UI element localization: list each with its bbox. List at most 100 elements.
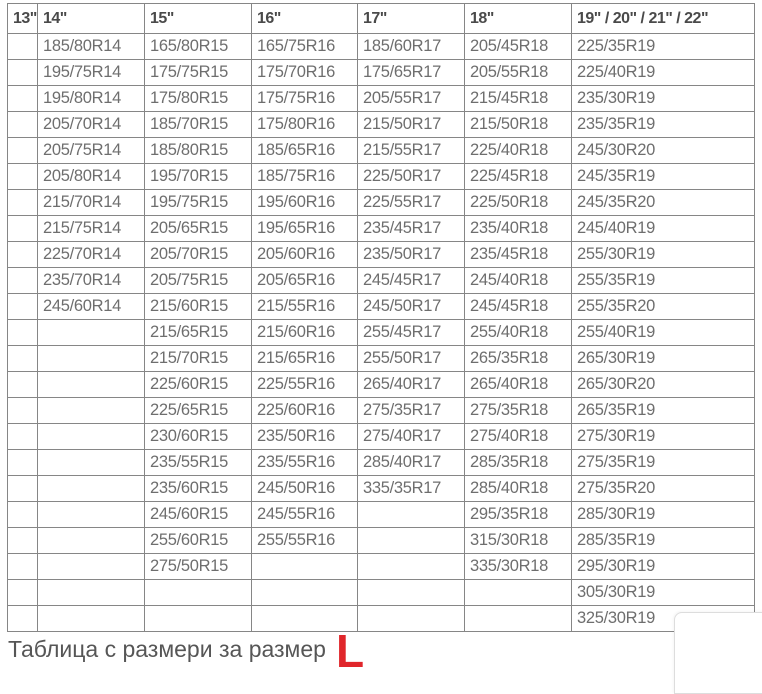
table-cell: 285/30R19 <box>571 501 755 528</box>
table-caption: Таблица с размери за размер L <box>8 628 364 674</box>
column-header: 16" <box>251 3 358 34</box>
table-cell: 195/60R16 <box>251 189 358 216</box>
table-cell <box>37 371 145 398</box>
table-cell: 225/55R16 <box>251 371 358 398</box>
table-cell: 245/55R16 <box>251 501 358 528</box>
table-cell <box>7 215 38 242</box>
table-cell <box>7 59 38 86</box>
table-cell: 235/50R17 <box>357 241 465 268</box>
table-cell <box>7 85 38 112</box>
table-cell: 275/35R18 <box>464 397 572 424</box>
table-row: 195/80R14 175/80R15 175/75R16 205/55R17 215/… <box>7 85 755 112</box>
table-row: 215/70R14 195/75R15 195/60R16 225/55R17 225/… <box>7 189 755 216</box>
table-cell <box>7 33 38 60</box>
table-cell: 205/75R15 <box>144 267 252 294</box>
table-cell: 225/40R19 <box>571 59 755 86</box>
table-cell: 275/35R19 <box>571 449 755 476</box>
table-cell: 215/65R16 <box>251 345 358 372</box>
table-cell: 195/80R14 <box>37 85 145 112</box>
table-cell: 285/40R17 <box>357 449 465 476</box>
table-cell: 245/40R18 <box>464 267 572 294</box>
table-cell: 235/35R19 <box>571 111 755 138</box>
caption-text: Таблица с размери за размер <box>8 636 326 662</box>
table-row: 245/60R15 245/55R16 295/35R18 285/30R19 <box>7 501 755 528</box>
table-cell <box>37 527 145 554</box>
table-cell <box>251 605 358 632</box>
table-cell: 255/60R15 <box>144 527 252 554</box>
table-cell: 245/45R17 <box>357 267 465 294</box>
table-cell: 265/40R17 <box>357 371 465 398</box>
table-cell: 295/35R18 <box>464 501 572 528</box>
table-cell: 235/45R17 <box>357 215 465 242</box>
table-cell <box>7 605 38 632</box>
table-row: 205/70R14 185/70R15 175/80R16 215/50R17 215/… <box>7 111 755 138</box>
table-cell: 205/80R14 <box>37 163 145 190</box>
table-cell: 215/55R16 <box>251 293 358 320</box>
table-cell: 225/65R15 <box>144 397 252 424</box>
table-cell: 185/80R15 <box>144 137 252 164</box>
table-cell <box>357 605 465 632</box>
table-cell: 185/75R16 <box>251 163 358 190</box>
column-header: 19" / 20" / 21" / 22" <box>571 3 755 34</box>
table-cell <box>7 111 38 138</box>
table-cell <box>357 501 465 528</box>
table-cell <box>357 579 465 606</box>
table-cell: 265/35R19 <box>571 397 755 424</box>
table-cell <box>7 189 38 216</box>
table-cell <box>37 605 145 632</box>
table-cell: 205/55R17 <box>357 85 465 112</box>
table-cell: 255/40R19 <box>571 319 755 346</box>
table-cell: 185/60R17 <box>357 33 465 60</box>
table-cell <box>7 449 38 476</box>
table-cell: 235/40R18 <box>464 215 572 242</box>
column-header: 15" <box>144 3 252 34</box>
table-row: 230/60R15 235/50R16 275/40R17 275/40R18 275/… <box>7 423 755 450</box>
table-cell: 225/35R19 <box>571 33 755 60</box>
table-cell: 215/70R14 <box>37 189 145 216</box>
table-row: 235/55R15 235/55R16 285/40R17 285/35R18 275/… <box>7 449 755 476</box>
column-header: 18" <box>464 3 572 34</box>
table-cell: 195/70R15 <box>144 163 252 190</box>
table-cell <box>7 345 38 372</box>
table-cell: 275/50R15 <box>144 553 252 580</box>
table-row: 325/30R19 <box>7 605 755 632</box>
table-cell: 175/75R15 <box>144 59 252 86</box>
table-header-row: 13" 14" 15" 16" 17" 18" 19" / 20" / 21" / 22" <box>7 3 755 34</box>
table-cell: 215/60R16 <box>251 319 358 346</box>
table-row: 215/70R15 215/65R16 255/50R17 265/35R18 265/… <box>7 345 755 372</box>
table-cell <box>37 449 145 476</box>
table-cell: 285/40R18 <box>464 475 572 502</box>
table-cell: 235/55R15 <box>144 449 252 476</box>
table-cell: 245/50R17 <box>357 293 465 320</box>
table-cell <box>144 605 252 632</box>
table-cell: 275/30R19 <box>571 423 755 450</box>
popup-box <box>674 612 762 694</box>
table-cell: 215/75R14 <box>37 215 145 242</box>
table-cell: 215/45R18 <box>464 85 572 112</box>
table-row: 185/80R14 165/80R15 165/75R16 185/60R17 205/… <box>7 33 755 60</box>
table-cell: 165/75R16 <box>251 33 358 60</box>
table-cell: 255/45R17 <box>357 319 465 346</box>
table-cell: 255/55R16 <box>251 527 358 554</box>
table-cell: 205/45R18 <box>464 33 572 60</box>
table-cell: 195/75R15 <box>144 189 252 216</box>
table-cell: 225/45R18 <box>464 163 572 190</box>
tire-size-table: 13" 14" 15" 16" 17" 18" 19" / 20" / 21" / 22" … <box>7 3 755 632</box>
table-cell <box>464 605 572 632</box>
table-cell <box>464 579 572 606</box>
table-cell: 230/60R15 <box>144 423 252 450</box>
table-cell: 265/40R18 <box>464 371 572 398</box>
table-cell <box>37 553 145 580</box>
table-cell: 275/40R17 <box>357 423 465 450</box>
table-cell: 225/70R14 <box>37 241 145 268</box>
table-cell <box>144 579 252 606</box>
table-cell <box>7 241 38 268</box>
table-cell: 215/70R15 <box>144 345 252 372</box>
table-cell: 335/35R17 <box>357 475 465 502</box>
table-cell: 245/35R20 <box>571 189 755 216</box>
table-cell: 195/65R16 <box>251 215 358 242</box>
table-cell: 165/80R15 <box>144 33 252 60</box>
table-cell: 275/40R18 <box>464 423 572 450</box>
table-cell <box>37 423 145 450</box>
table-cell <box>7 501 38 528</box>
